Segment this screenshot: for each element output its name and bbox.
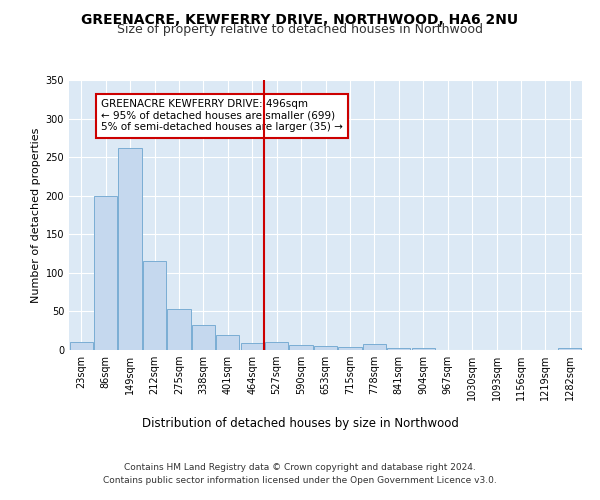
Text: GREENACRE, KEWFERRY DRIVE, NORTHWOOD, HA6 2NU: GREENACRE, KEWFERRY DRIVE, NORTHWOOD, HA… [82, 12, 518, 26]
Bar [70, 342, 93, 350]
Text: Distribution of detached houses by size in Northwood: Distribution of detached houses by size … [142, 418, 458, 430]
Bar [412, 348, 435, 350]
Bar [363, 344, 386, 350]
Text: GREENACRE KEWFERRY DRIVE: 496sqm
← 95% of detached houses are smaller (699)
5% o: GREENACRE KEWFERRY DRIVE: 496sqm ← 95% o… [101, 100, 343, 132]
Y-axis label: Number of detached properties: Number of detached properties [31, 128, 41, 302]
Text: Size of property relative to detached houses in Northwood: Size of property relative to detached ho… [117, 24, 483, 36]
Bar [289, 344, 313, 350]
Bar [314, 346, 337, 350]
Bar [94, 196, 117, 350]
Bar [558, 348, 581, 350]
Bar [216, 334, 239, 350]
Bar [387, 348, 410, 350]
Bar [265, 342, 288, 350]
Bar [338, 347, 362, 350]
Bar [167, 309, 191, 350]
Bar [192, 324, 215, 350]
Bar [118, 148, 142, 350]
Text: Contains public sector information licensed under the Open Government Licence v3: Contains public sector information licen… [103, 476, 497, 485]
Bar [143, 260, 166, 350]
Bar [241, 343, 264, 350]
Text: Contains HM Land Registry data © Crown copyright and database right 2024.: Contains HM Land Registry data © Crown c… [124, 462, 476, 471]
